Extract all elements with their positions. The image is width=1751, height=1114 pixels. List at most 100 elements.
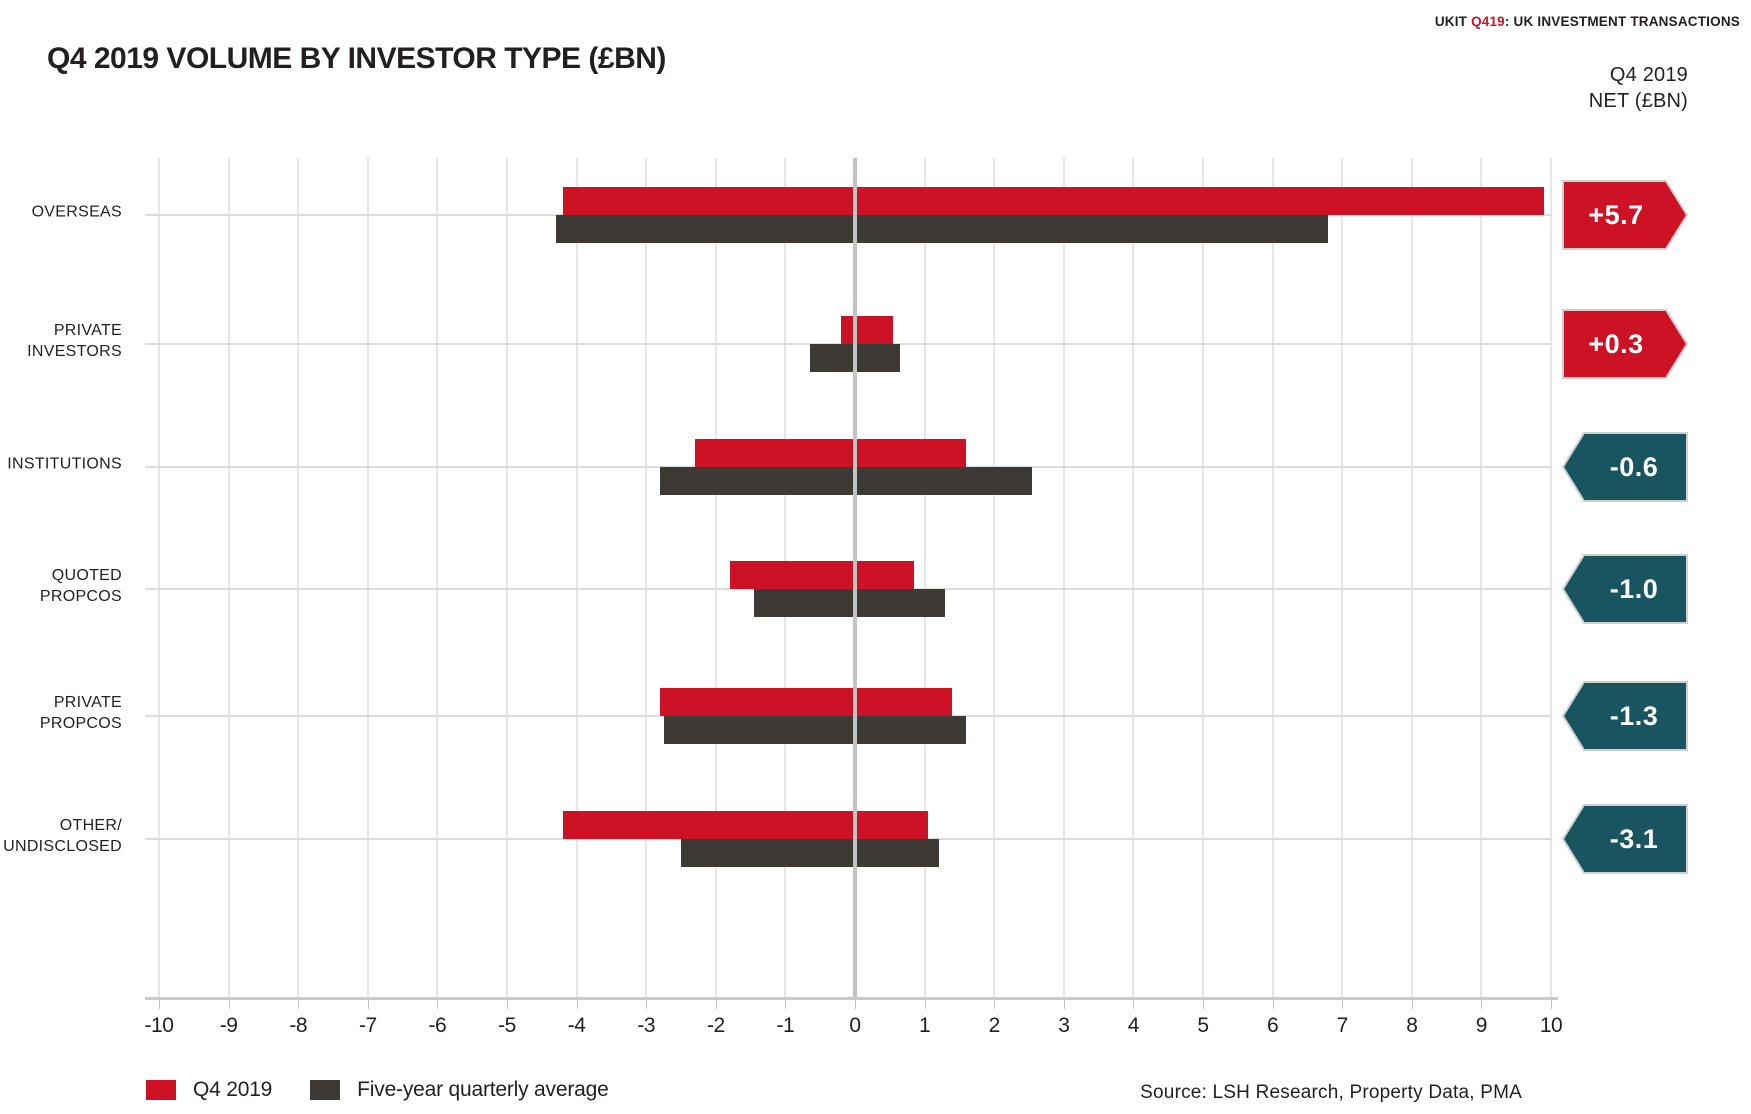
bar-q4-2019 xyxy=(660,688,953,716)
x-tick-label: 8 xyxy=(1406,1014,1418,1037)
gridline xyxy=(366,158,369,998)
x-tick-label: 3 xyxy=(1058,1014,1070,1037)
legend-item-five-year-average: Five-year quarterly average xyxy=(310,1078,646,1102)
gridline xyxy=(1062,158,1065,998)
x-tick-label: 1 xyxy=(919,1014,931,1037)
x-tick-mark xyxy=(855,1000,856,1009)
net-badge-arrow-left xyxy=(1562,432,1688,502)
gridline xyxy=(714,158,717,998)
gridline xyxy=(158,158,160,998)
x-tick-mark xyxy=(785,1000,787,1009)
net-badge-arrow-left xyxy=(1562,554,1688,624)
gridline xyxy=(1550,158,1552,998)
x-tick-label: -4 xyxy=(567,1014,586,1037)
gridline xyxy=(1410,158,1413,998)
net-badge-value: +0.3 xyxy=(1588,328,1644,359)
gridline xyxy=(1271,158,1274,998)
x-tick-mark xyxy=(1063,1000,1065,1009)
gridline xyxy=(645,158,648,998)
net-badge: +5.7 xyxy=(1562,180,1688,250)
net-badge-arrow-right xyxy=(1562,309,1688,379)
x-tick-mark xyxy=(437,1000,439,1009)
net-badge-value: +5.7 xyxy=(1588,199,1644,230)
gridline xyxy=(227,158,230,998)
report-header-prefix: UKIT xyxy=(1434,14,1472,29)
bar-q4-2019 xyxy=(562,187,1545,215)
gridline xyxy=(1341,158,1344,998)
x-tick-mark xyxy=(367,1000,369,1009)
x-tick-mark xyxy=(298,1000,300,1009)
gridline xyxy=(436,158,439,998)
x-tick-mark xyxy=(1342,1000,1344,1009)
net-badge: +0.3 xyxy=(1562,309,1688,379)
x-tick-label: -8 xyxy=(289,1014,308,1037)
x-tick-mark xyxy=(228,1000,230,1009)
net-badge-value: -3.1 xyxy=(1609,823,1659,854)
report-header-suffix: : UK INVESTMENT TRANSACTIONS xyxy=(1504,14,1740,29)
x-tick-mark xyxy=(924,1000,926,1009)
category-label: OVERSEAS xyxy=(31,203,122,221)
x-tick-mark xyxy=(715,1000,717,1009)
x-tick-mark xyxy=(507,1000,508,1009)
x-tick-label: -2 xyxy=(706,1014,725,1037)
x-tick-label: -10 xyxy=(144,1014,174,1037)
category-label: INSTITUTIONS xyxy=(7,455,122,473)
x-tick-label: -7 xyxy=(358,1014,377,1037)
legend: Q4 2019 Five-year quarterly average xyxy=(146,1078,647,1102)
bar-q4-2019 xyxy=(562,811,929,839)
x-tick-mark xyxy=(1203,1000,1204,1009)
net-badge-arrow-right xyxy=(1562,180,1688,250)
x-tick-label: 5 xyxy=(1197,1014,1209,1037)
bar-five-year-average xyxy=(555,215,1329,243)
x-tick-mark xyxy=(1133,1000,1135,1009)
bar-five-year-average xyxy=(663,716,967,744)
x-tick-label: -5 xyxy=(498,1014,516,1037)
net-badge-value: -1.0 xyxy=(1609,573,1659,604)
x-tick-label: 4 xyxy=(1127,1014,1140,1037)
net-badge-arrow-left xyxy=(1562,804,1688,874)
report-header: UKIT Q419: UK INVESTMENT TRANSACTIONS xyxy=(1435,14,1740,29)
zero-axis-line xyxy=(853,158,857,998)
x-tick-label: 7 xyxy=(1336,1014,1349,1037)
bar-five-year-average xyxy=(754,589,946,617)
bar-q4-2019 xyxy=(694,439,967,467)
x-tick-label: -6 xyxy=(428,1014,447,1037)
x-tick-mark xyxy=(994,1000,996,1009)
net-badge-value: -0.6 xyxy=(1609,451,1659,482)
category-label: QUOTED PROPCOS xyxy=(39,567,122,605)
x-axis-line xyxy=(145,997,1558,1000)
gridline xyxy=(1480,158,1483,998)
gridline xyxy=(575,158,578,998)
net-badge-value: -1.3 xyxy=(1609,700,1659,731)
x-tick-mark xyxy=(159,1000,160,1009)
gridline xyxy=(993,158,996,998)
x-tick-mark xyxy=(1272,1000,1274,1009)
x-tick-mark xyxy=(646,1000,648,1009)
x-tick-label: -9 xyxy=(219,1014,238,1037)
bar-q4-2019 xyxy=(729,561,915,589)
x-tick-label: 0 xyxy=(849,1014,861,1037)
gridline xyxy=(1202,158,1204,998)
net-badge: -0.6 xyxy=(1562,432,1688,502)
net-column-header: Q4 2019 NET (£BN) xyxy=(1588,64,1688,112)
bar-q4-2019 xyxy=(841,316,894,344)
gridline xyxy=(923,158,926,998)
x-tick-label: -3 xyxy=(637,1014,656,1037)
source-note: Source: LSH Research, Property Data, PMA xyxy=(1140,1082,1522,1103)
x-tick-label: -1 xyxy=(776,1014,795,1037)
x-tick-mark xyxy=(1481,1000,1483,1009)
legend-swatch-five-year-average xyxy=(310,1080,341,1100)
x-tick-label: 10 xyxy=(1539,1014,1563,1037)
x-tick-label: 2 xyxy=(988,1014,1001,1037)
x-tick-mark xyxy=(1551,1000,1552,1009)
bar-five-year-average xyxy=(681,839,939,867)
bar-five-year-average xyxy=(660,467,1033,495)
gridline xyxy=(297,158,300,998)
category-label: OTHER/ UNDISCLOSED xyxy=(3,817,122,855)
x-tick-label: 9 xyxy=(1475,1014,1488,1037)
x-tick-mark xyxy=(576,1000,578,1009)
chart-title: Q4 2019 VOLUME BY INVESTOR TYPE (£BN) xyxy=(47,42,666,75)
category-label: PRIVATE PROPCOS xyxy=(39,694,122,732)
